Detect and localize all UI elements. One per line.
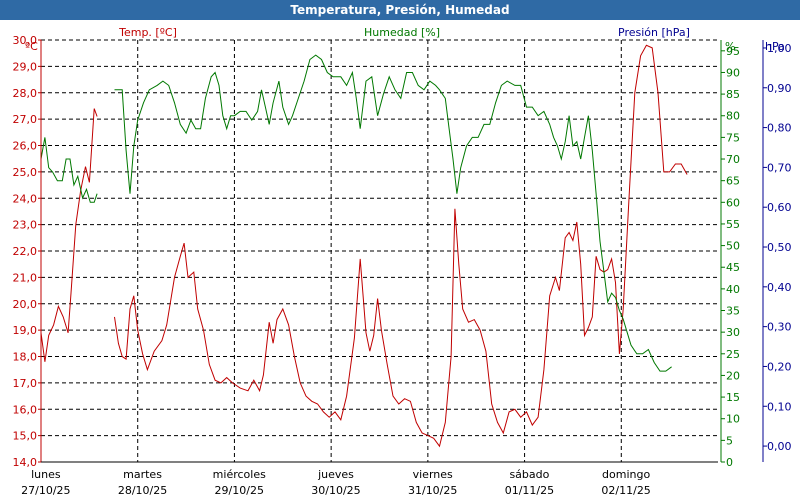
temp-tick-label: 14,0 [13, 456, 38, 469]
series-line-hum [114, 54, 672, 372]
x-tick-day: domingo [602, 468, 650, 481]
humidity-tick-label: 5 [726, 434, 733, 447]
pressure-tick-label: 0,20 [767, 360, 792, 373]
humidity-tick-label: 60 [726, 196, 740, 209]
x-tick-day: sábado [509, 468, 549, 481]
x-tick-day: viernes [413, 468, 453, 481]
temp-tick-label: 24,0 [13, 192, 38, 205]
pressure-tick-label: 0,40 [767, 281, 792, 294]
humidity-tick-label: 75 [726, 131, 740, 144]
pressure-tick-label: 0,80 [767, 122, 792, 135]
humidity-tick-label: 45 [726, 261, 740, 274]
pressure-tick-label: 0,60 [767, 201, 792, 214]
pressure-tick-label: 0,30 [767, 321, 792, 334]
temp-tick-label: 17,0 [13, 377, 38, 390]
temp-tick-label: 26,0 [13, 140, 38, 153]
temp-unit: ºC [25, 40, 38, 53]
humidity-tick-label: 15 [726, 391, 740, 404]
x-tick-day: lunes [31, 468, 61, 481]
series-lines [40, 44, 688, 448]
humidity-tick-label: 70 [726, 153, 740, 166]
temp-tick-label: 30,0 [13, 34, 38, 47]
pressure-tick-label: 0,90 [767, 82, 792, 95]
temp-tick-label: 23,0 [13, 219, 38, 232]
humidity-tick-label: 95 [726, 45, 740, 58]
pressure-tick-label: 0,70 [767, 161, 792, 174]
chart-canvas: 14,0 15,0 16,0 17,0 18,0 19,0 20,0 21,0 22,0 23,0… [13, 26, 792, 497]
pressure-tick-label: 1,00 [767, 42, 792, 55]
temp-tick-label: 20,0 [13, 298, 38, 311]
x-tick-day: jueves [317, 468, 354, 481]
humidity-tick-label: 65 [726, 175, 740, 188]
series-label-temp: Temp. [ºC] [118, 26, 177, 39]
x-tick-date: 29/10/25 [215, 484, 264, 497]
temp-tick-label: 22,0 [13, 245, 38, 258]
humidity-tick-label: 35 [726, 305, 740, 318]
chart-title: Temperatura, Presión, Humedad [0, 0, 800, 20]
humidity-tick-label: 80 [726, 110, 740, 123]
pressure-tick-label: 0,10 [767, 400, 792, 413]
humidity-tick-label: 50 [726, 240, 740, 253]
temp-tick-label: 19,0 [13, 324, 38, 337]
humidity-tick-label: 0 [726, 456, 733, 469]
x-tick-date: 02/11/25 [601, 484, 650, 497]
humidity-tick-label: 40 [726, 283, 740, 296]
temp-tick-label: 15,0 [13, 430, 38, 443]
series-line-temp [114, 44, 688, 448]
pressure-unit: hPa [765, 40, 785, 53]
x-tick-date: 31/10/25 [408, 484, 457, 497]
axes [38, 39, 767, 463]
humidity-tick-label: 30 [726, 326, 740, 339]
humidity-unit: % [725, 40, 735, 53]
temp-tick-label: 25,0 [13, 166, 38, 179]
series-line-hum [40, 137, 98, 203]
axis-labels: 14,0 15,0 16,0 17,0 18,0 19,0 20,0 21,0 22,0 23,0… [13, 26, 792, 497]
series-label-pres: Presión [hPa] [618, 26, 690, 39]
x-tick-day: miércoles [213, 468, 266, 481]
x-tick-date: 30/10/25 [311, 484, 360, 497]
humidity-tick-label: 25 [726, 348, 740, 361]
grid-lines [41, 39, 718, 463]
humidity-tick-label: 90 [726, 66, 740, 79]
x-tick-date: 01/11/25 [505, 484, 554, 497]
temp-tick-label: 29,0 [13, 60, 38, 73]
pressure-tick-label: 0,50 [767, 241, 792, 254]
x-tick-day: martes [123, 468, 162, 481]
humidity-tick-label: 20 [726, 369, 740, 382]
series-line-temp [40, 108, 98, 362]
temp-tick-label: 27,0 [13, 113, 38, 126]
pressure-tick-label: 0,00 [767, 440, 792, 453]
x-tick-date: 27/10/25 [21, 484, 70, 497]
humidity-tick-label: 10 [726, 413, 740, 426]
humidity-tick-label: 55 [726, 218, 740, 231]
series-label-hum: Humedad [%] [364, 26, 440, 39]
temp-tick-label: 16,0 [13, 403, 38, 416]
x-tick-date: 28/10/25 [118, 484, 167, 497]
temp-tick-label: 18,0 [13, 351, 38, 364]
temp-tick-label: 21,0 [13, 271, 38, 284]
humidity-tick-label: 85 [726, 88, 740, 101]
temp-tick-label: 28,0 [13, 87, 38, 100]
